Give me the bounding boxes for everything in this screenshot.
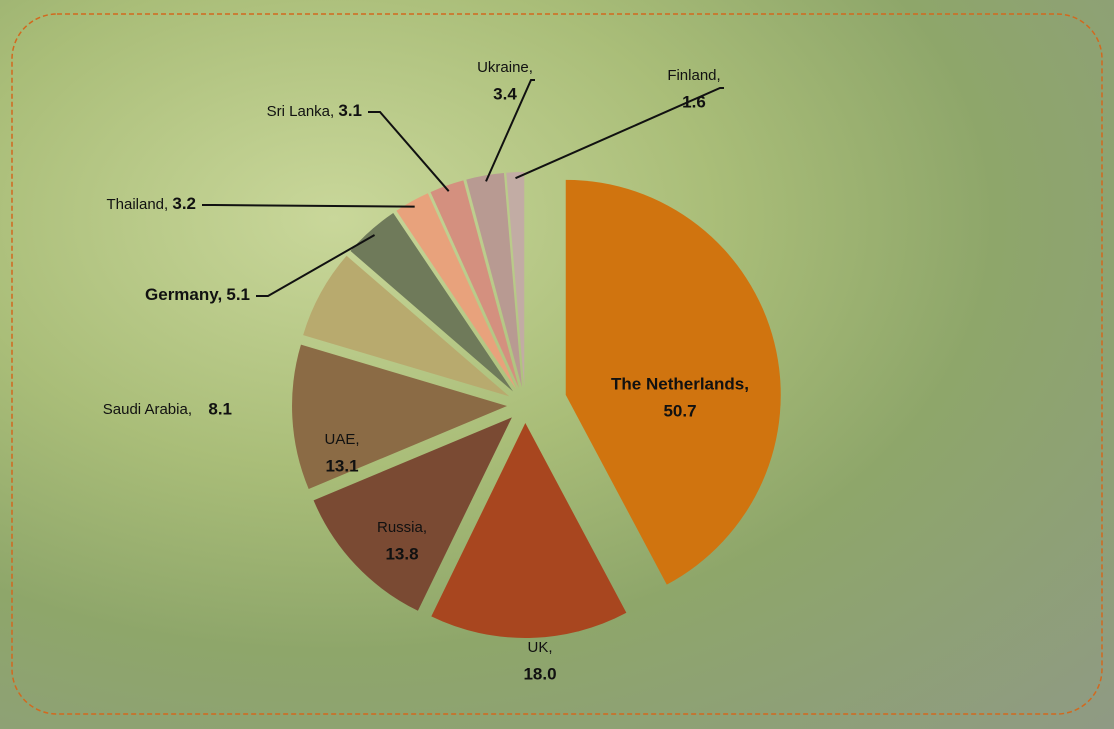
slice (466, 173, 522, 388)
slice-label-name: Ukraine, (477, 59, 533, 76)
slice (313, 417, 512, 611)
slice-label-name: Germany, (145, 285, 222, 304)
slice-label-name: Finland, (667, 67, 720, 84)
slice (303, 255, 510, 397)
slice-label-name: UK, (527, 639, 552, 656)
slice-label: Thailand, 3.2 (106, 194, 196, 213)
slice-label-value: 3.4 (493, 84, 517, 103)
slice-label-value: 13.1 (325, 456, 358, 475)
slice-label-name: Sri Lanka, (267, 103, 335, 120)
slice (565, 179, 781, 585)
slice-label-name: Thailand, (106, 196, 168, 213)
slice-label-name: UAE, (324, 431, 359, 448)
slice-label: Sri Lanka, 3.1 (267, 101, 362, 120)
slice-label-value: 50.7 (663, 401, 696, 420)
slice (350, 213, 514, 392)
slice-label: Germany, 5.1 (145, 285, 250, 304)
slice-label-value: 1.6 (682, 92, 706, 111)
slice-label-value: 5.1 (226, 285, 250, 304)
frame (11, 13, 1103, 715)
slice (292, 344, 508, 489)
leader-line (202, 204, 415, 208)
slice-label-name: The Netherlands, (611, 374, 749, 393)
leader-line (256, 234, 376, 297)
slice (430, 180, 519, 389)
slice-label-value: 8.1 (208, 399, 232, 418)
leader-line (485, 79, 535, 182)
slice-label-value: 3.1 (338, 101, 362, 120)
slice-label-name: Russia, (377, 519, 427, 536)
slice (506, 172, 525, 388)
slice-label-name: Saudi Arabia, (103, 401, 192, 418)
slice (396, 193, 517, 390)
slice-label-value: 3.2 (172, 194, 196, 213)
slice-label-value: 13.8 (385, 544, 418, 563)
slice-label-value: 18.0 (523, 664, 556, 683)
slice (431, 422, 627, 638)
leader-line (515, 87, 724, 180)
leader-line (368, 111, 450, 192)
